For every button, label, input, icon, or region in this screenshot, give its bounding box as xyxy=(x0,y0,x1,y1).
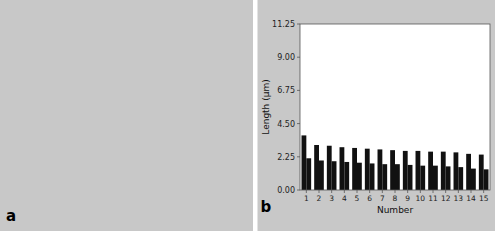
x-axis-label: Number xyxy=(377,205,413,215)
bar xyxy=(314,145,319,190)
y-tick-label: 4.50 xyxy=(277,120,295,129)
x-tick xyxy=(331,190,332,193)
x-tick xyxy=(458,190,459,193)
y-tick xyxy=(297,190,300,191)
bar xyxy=(332,161,337,190)
bar xyxy=(390,150,395,190)
y-tick-label: 11.25 xyxy=(272,20,295,29)
bar xyxy=(357,163,362,190)
plot-frame xyxy=(300,24,490,190)
y-tick-label: 9.00 xyxy=(277,53,295,62)
y-tick-label: 2.25 xyxy=(277,153,295,162)
x-tick-label: 2 xyxy=(317,194,322,203)
figure: ab0.002.254.506.759.0011.251234567891011… xyxy=(0,0,500,231)
x-tick xyxy=(395,190,396,193)
bar xyxy=(484,169,489,190)
x-tick-label: 12 xyxy=(441,194,451,203)
x-tick xyxy=(382,190,383,193)
bar xyxy=(441,152,446,190)
bar xyxy=(340,147,345,190)
x-tick xyxy=(433,190,434,193)
x-tick-label: 5 xyxy=(355,194,360,203)
bar xyxy=(352,148,357,190)
y-tick-label: 6.75 xyxy=(277,86,295,95)
x-tick xyxy=(369,190,370,193)
bar xyxy=(327,146,332,190)
panel-label: b xyxy=(261,198,272,216)
image-panel xyxy=(0,0,253,231)
x-tick-label: 4 xyxy=(342,194,347,203)
y-tick xyxy=(297,57,300,58)
y-tick-label: 0.00 xyxy=(277,186,295,195)
y-axis-label: Length (μm) xyxy=(261,79,271,134)
x-tick xyxy=(483,190,484,193)
x-tick-label: 6 xyxy=(367,194,372,203)
panel-label: a xyxy=(6,207,16,225)
x-tick-label: 11 xyxy=(428,194,438,203)
y-tick xyxy=(297,24,300,25)
x-tick xyxy=(357,190,358,193)
bar xyxy=(365,149,370,190)
bar xyxy=(344,162,349,190)
x-tick-label: 7 xyxy=(380,194,385,203)
bar xyxy=(428,152,433,190)
bar xyxy=(471,169,476,190)
y-tick xyxy=(297,156,300,157)
bar xyxy=(454,152,459,190)
x-tick xyxy=(445,190,446,193)
bar xyxy=(306,158,311,190)
bar xyxy=(458,167,463,190)
chart-panel xyxy=(258,0,496,231)
bar xyxy=(302,135,307,190)
x-tick xyxy=(420,190,421,193)
y-tick xyxy=(297,90,300,91)
bar xyxy=(408,165,413,190)
bar xyxy=(370,163,375,190)
bar xyxy=(433,166,438,190)
bar xyxy=(466,154,471,190)
x-tick-label: 3 xyxy=(329,194,334,203)
x-tick-label: 8 xyxy=(393,194,398,203)
x-tick xyxy=(306,190,307,193)
bar xyxy=(382,164,387,190)
x-tick-label: 1 xyxy=(304,194,309,203)
bar xyxy=(378,149,383,190)
x-tick-label: 9 xyxy=(405,194,410,203)
plot-background xyxy=(300,24,490,190)
x-tick-label: 14 xyxy=(466,194,476,203)
x-tick xyxy=(471,190,472,193)
x-tick xyxy=(344,190,345,193)
bar xyxy=(395,164,400,190)
bar xyxy=(420,166,425,190)
x-tick-label: 15 xyxy=(479,194,489,203)
x-tick xyxy=(319,190,320,193)
x-tick-label: 13 xyxy=(454,194,464,203)
x-tick-label: 10 xyxy=(416,194,426,203)
bar xyxy=(319,160,324,190)
bar xyxy=(479,155,484,190)
bar xyxy=(416,151,421,190)
bar xyxy=(403,151,408,190)
x-tick xyxy=(407,190,408,193)
y-tick xyxy=(297,123,300,124)
bar xyxy=(446,166,451,190)
